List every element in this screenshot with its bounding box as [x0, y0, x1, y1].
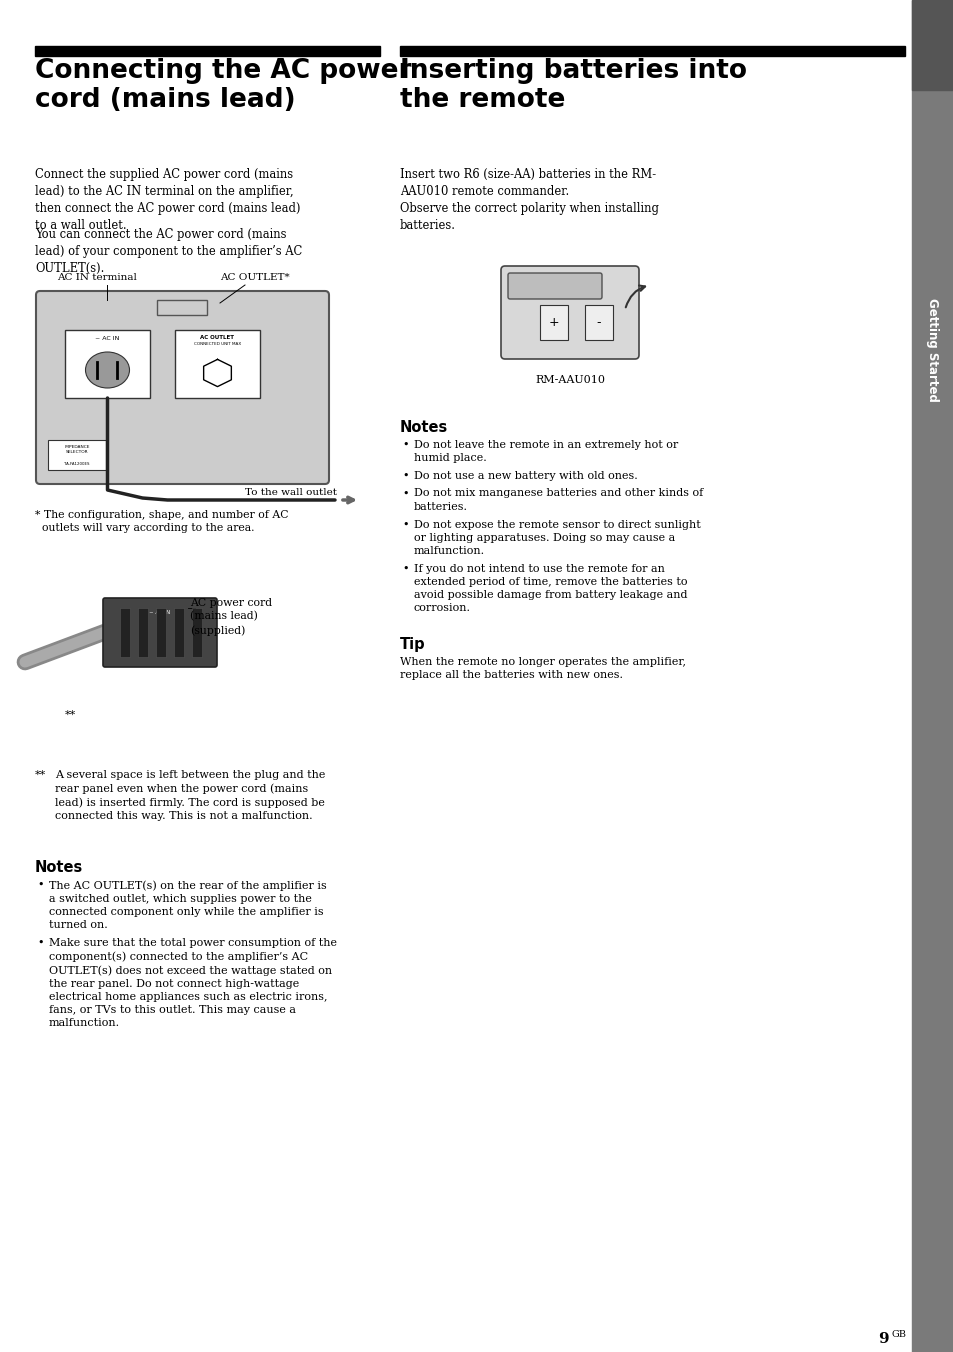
Text: Do not mix manganese batteries and other kinds of
batteries.: Do not mix manganese batteries and other…	[414, 488, 702, 511]
Bar	[157, 300, 207, 315]
Bar	[192, 608, 202, 657]
Text: ~ AC IN: ~ AC IN	[95, 337, 119, 341]
FancyBboxPatch shape	[507, 273, 601, 299]
Text: Inserting batteries into
the remote: Inserting batteries into the remote	[399, 58, 746, 114]
Bar	[48, 439, 106, 470]
Text: If you do not intend to use the remote for an
extended period of time, remove th: If you do not intend to use the remote f…	[414, 564, 687, 612]
Text: •: •	[401, 439, 408, 450]
Bar	[138, 608, 148, 657]
FancyBboxPatch shape	[36, 291, 329, 484]
Text: The AC OUTLET(s) on the rear of the amplifier is
a switched outlet, which suppli: The AC OUTLET(s) on the rear of the ampl…	[49, 880, 327, 930]
Bar	[174, 330, 260, 397]
Bar	[173, 608, 184, 657]
Text: •: •	[401, 470, 408, 481]
Text: TA-FA1200ES: TA-FA1200ES	[64, 462, 90, 466]
Text: 9: 9	[877, 1332, 887, 1347]
Bar	[35, 46, 379, 55]
Text: Tip: Tip	[399, 637, 425, 652]
Text: Do not use a new battery with old ones.: Do not use a new battery with old ones.	[414, 470, 638, 481]
FancyBboxPatch shape	[103, 598, 216, 667]
Text: •: •	[401, 564, 408, 575]
Text: To the wall outlet: To the wall outlet	[245, 488, 336, 498]
Text: AC OUTLET: AC OUTLET	[200, 335, 234, 339]
Text: Do not leave the remote in an extremely hot or
humid place.: Do not leave the remote in an extremely …	[414, 439, 678, 462]
Text: GB: GB	[891, 1330, 906, 1338]
Text: IMPEDANCE
SELECTOR: IMPEDANCE SELECTOR	[64, 445, 90, 454]
Text: AC power cord
(mains lead)
(supplied): AC power cord (mains lead) (supplied)	[190, 598, 272, 635]
Text: AC IN terminal: AC IN terminal	[57, 273, 137, 283]
Text: Notes: Notes	[35, 860, 83, 875]
Text: Insert two R6 (size-AA) batteries in the RM-
AAU010 remote commander.
Observe th: Insert two R6 (size-AA) batteries in the…	[399, 168, 659, 233]
Text: -: -	[597, 316, 600, 330]
Text: RM-AAU010: RM-AAU010	[535, 375, 604, 385]
Text: Notes: Notes	[399, 420, 448, 435]
FancyBboxPatch shape	[500, 266, 639, 360]
Text: •: •	[37, 880, 44, 890]
Text: •: •	[37, 938, 44, 948]
Text: Connecting the AC power
cord (mains lead): Connecting the AC power cord (mains lead…	[35, 58, 411, 114]
Text: Do not expose the remote sensor to direct sunlight
or lighting apparatuses. Doin: Do not expose the remote sensor to direc…	[414, 519, 700, 556]
Bar	[911, 0, 953, 91]
Text: AC OUTLET*: AC OUTLET*	[220, 273, 290, 283]
Text: Getting Started: Getting Started	[925, 297, 939, 402]
Text: You can connect the AC power cord (mains
lead) of your component to the amplifie: You can connect the AC power cord (mains…	[35, 228, 302, 274]
Bar	[584, 306, 613, 339]
Text: Make sure that the total power consumption of the
component(s) connected to the : Make sure that the total power consumpti…	[49, 938, 336, 1028]
Bar	[120, 608, 130, 657]
Text: A several space is left between the plug and the
rear panel even when the power : A several space is left between the plug…	[55, 771, 325, 821]
Text: **: **	[65, 710, 76, 721]
Text: •: •	[401, 488, 408, 499]
Bar	[65, 330, 150, 397]
Text: CONNECTED UNIT MAX: CONNECTED UNIT MAX	[193, 342, 241, 346]
Ellipse shape	[86, 352, 130, 388]
Text: Connect the supplied AC power cord (mains
lead) to the AC IN terminal on the amp: Connect the supplied AC power cord (main…	[35, 168, 300, 233]
Text: +: +	[548, 316, 558, 330]
Bar	[399, 46, 904, 55]
Bar	[539, 306, 567, 339]
Text: ~ AC IN: ~ AC IN	[150, 610, 171, 615]
Text: When the remote no longer operates the amplifier,
replace all the batteries with: When the remote no longer operates the a…	[399, 657, 685, 680]
Bar	[911, 0, 953, 1352]
Bar	[156, 608, 166, 657]
Text: * The configuration, shape, and number of AC
  outlets will vary according to th: * The configuration, shape, and number o…	[35, 510, 288, 533]
Text: **: **	[35, 771, 46, 780]
Text: •: •	[401, 519, 408, 530]
